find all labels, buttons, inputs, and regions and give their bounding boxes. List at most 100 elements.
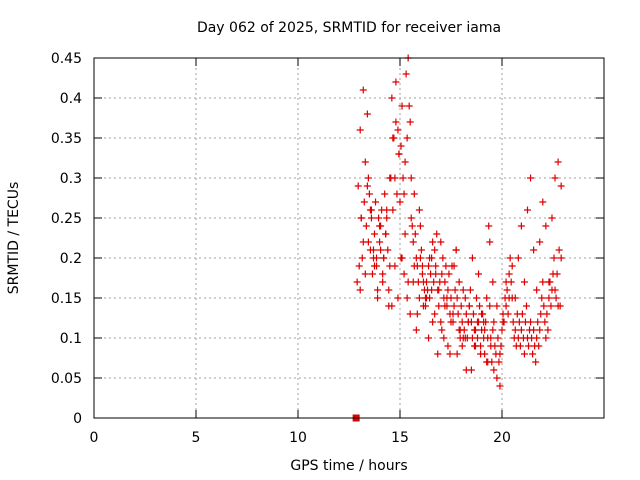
data-point: [415, 294, 423, 302]
data-point: [423, 294, 431, 302]
data-point: [536, 238, 544, 246]
data-point: [412, 326, 420, 334]
data-point: [431, 246, 439, 254]
data-point: [400, 190, 408, 198]
data-point: [502, 278, 510, 286]
data-point: [383, 214, 391, 222]
data-point: [545, 294, 553, 302]
data-point: [433, 230, 441, 238]
data-point: [484, 358, 492, 366]
data-point: [496, 350, 504, 358]
y-tick-label: 0.25: [51, 211, 82, 227]
data-point: [496, 382, 504, 390]
data-point: [504, 310, 512, 318]
data-point: [441, 302, 449, 310]
data-point: [364, 238, 372, 246]
data-point: [527, 174, 535, 182]
data-point: [439, 254, 447, 262]
data-point: [373, 254, 381, 262]
data-point: [458, 342, 466, 350]
data-point: [557, 254, 565, 262]
data-point: [444, 286, 452, 294]
data-point: [360, 198, 368, 206]
data-point: [425, 262, 433, 270]
data-point: [539, 198, 547, 206]
data-point: [403, 134, 411, 142]
data-point: [379, 270, 387, 278]
y-tick-label: 0.2: [60, 251, 82, 267]
data-point: [489, 326, 497, 334]
data-point: [440, 334, 448, 342]
data-point: [469, 310, 477, 318]
plot-area-border: [93, 57, 605, 419]
data-point: [499, 318, 507, 326]
data-point: [399, 174, 407, 182]
data-point: [464, 318, 472, 326]
data-point: [450, 262, 458, 270]
data-point: [377, 246, 385, 254]
data-point: [409, 278, 417, 286]
data-point: [485, 222, 493, 230]
data-point: [413, 310, 421, 318]
data-point: [375, 214, 383, 222]
data-point: [489, 278, 497, 286]
data-point: [518, 310, 526, 318]
data-point: [461, 334, 469, 342]
data-point: [447, 318, 455, 326]
data-point: [551, 286, 559, 294]
data-point: [403, 294, 411, 302]
data-point: [396, 198, 404, 206]
data-point: [555, 246, 563, 254]
data-point: [533, 334, 541, 342]
data-point: [411, 230, 419, 238]
data-point: [497, 342, 505, 350]
data-point: [520, 278, 528, 286]
y-tick-label: 0.05: [51, 371, 82, 387]
data-point: [490, 366, 498, 374]
data-point: [545, 278, 553, 286]
data-point: [478, 310, 486, 318]
data-point: [522, 302, 530, 310]
data-point: [551, 174, 559, 182]
data-point: [418, 270, 426, 278]
data-point: [398, 102, 406, 110]
data-point: [364, 174, 372, 182]
data-point: [505, 270, 513, 278]
data-point: [363, 110, 371, 118]
data-point: [537, 310, 545, 318]
data-point: [553, 270, 561, 278]
data-point: [476, 302, 484, 310]
data-point: [455, 326, 463, 334]
x-axis-label: GPS time / hours: [290, 458, 407, 474]
data-point: [530, 246, 538, 254]
data-point: [379, 278, 387, 286]
data-point: [498, 326, 506, 334]
x-tick-label: 0: [90, 430, 99, 446]
data-point: [397, 254, 405, 262]
data-point: [372, 198, 380, 206]
data-point: [357, 214, 365, 222]
data-point: [453, 350, 461, 358]
data-point: [457, 302, 465, 310]
data-point: [371, 230, 378, 238]
data-point: [397, 142, 405, 150]
data-point: [490, 318, 498, 326]
data-point: [419, 278, 427, 286]
data-point: [446, 350, 454, 358]
data-point: [361, 158, 369, 166]
data-point: [395, 150, 403, 158]
data-point: [554, 158, 562, 166]
y-tick-label: 0.3: [60, 171, 82, 187]
data-point: [393, 190, 401, 198]
data-point: [451, 286, 459, 294]
data-point: [452, 246, 460, 254]
data-point: [462, 310, 470, 318]
data-point: [467, 366, 475, 374]
data-point: [400, 270, 408, 278]
y-tick-label: 0.45: [51, 51, 82, 67]
data-point: [511, 326, 519, 334]
data-point: [416, 254, 424, 262]
data-point: [517, 222, 525, 230]
data-point: [374, 294, 382, 302]
